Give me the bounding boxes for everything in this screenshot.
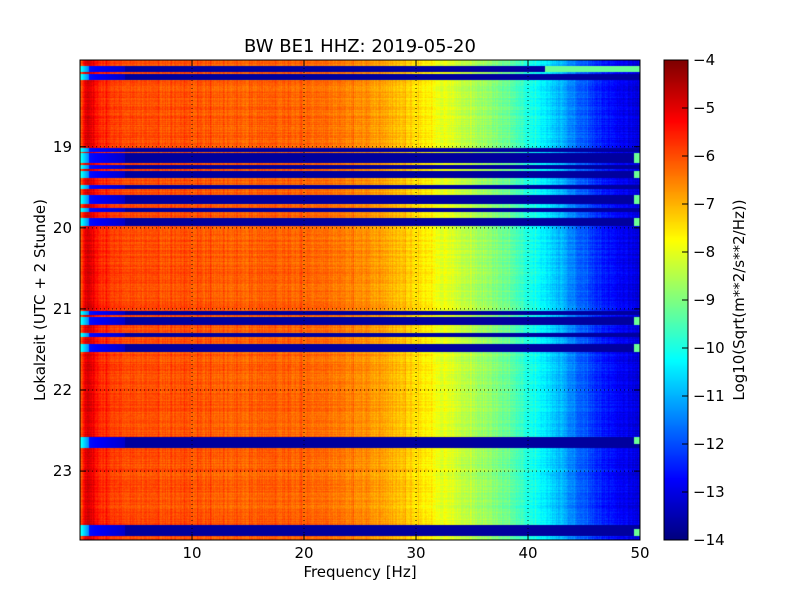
colorbar-tick-label: −12 [693,435,725,453]
y-tick-label: 19 [53,138,72,156]
colorbar-tick-label: −11 [693,387,725,405]
colorbar-tick-label: −6 [693,147,715,165]
y-axis-ticks: 19 20 21 22 23 [53,138,640,480]
x-tick-label: 10 [182,544,201,562]
colorbar-tick-label: −8 [693,243,715,261]
y-tick-label: 23 [53,462,72,480]
colorbar-ticks: −4 −5 −6 −7 −8 −9 −10 −11 −12 −13 −14 [682,51,725,549]
colorbar-tick-label: −13 [693,483,725,501]
spectrogram-heatmap [80,60,640,540]
colorbar-tick-label: −14 [693,531,725,549]
x-axis-ticks: 10 20 30 40 50 [182,60,650,562]
plot-frame [79,59,641,541]
x-tick-label: 40 [518,544,537,562]
x-axis-label: Frequency [Hz] [303,563,416,581]
x-tick-label: 30 [406,544,425,562]
colorbar-tick-label: −7 [693,195,715,213]
colorbar-tick-label: −10 [693,339,725,357]
grid-lines [80,60,640,540]
y-axis-label: Lokalzeit (UTC + 2 Stunde) [31,199,49,401]
x-tick-label: 50 [630,544,649,562]
colorbar-tick-label: −5 [693,99,715,117]
colorbar-label: Log10(Sqrt(m**2/s**2/Hz)) [730,199,748,400]
y-tick-label: 20 [53,219,72,237]
colorbar-tick-label: −9 [693,291,715,309]
colorbar-tick-label: −4 [693,51,715,69]
x-tick-label: 20 [294,544,313,562]
y-tick-label: 21 [53,300,72,318]
chart-title: BW BE1 HHZ: 2019-05-20 [244,36,476,57]
y-tick-label: 22 [53,381,72,399]
